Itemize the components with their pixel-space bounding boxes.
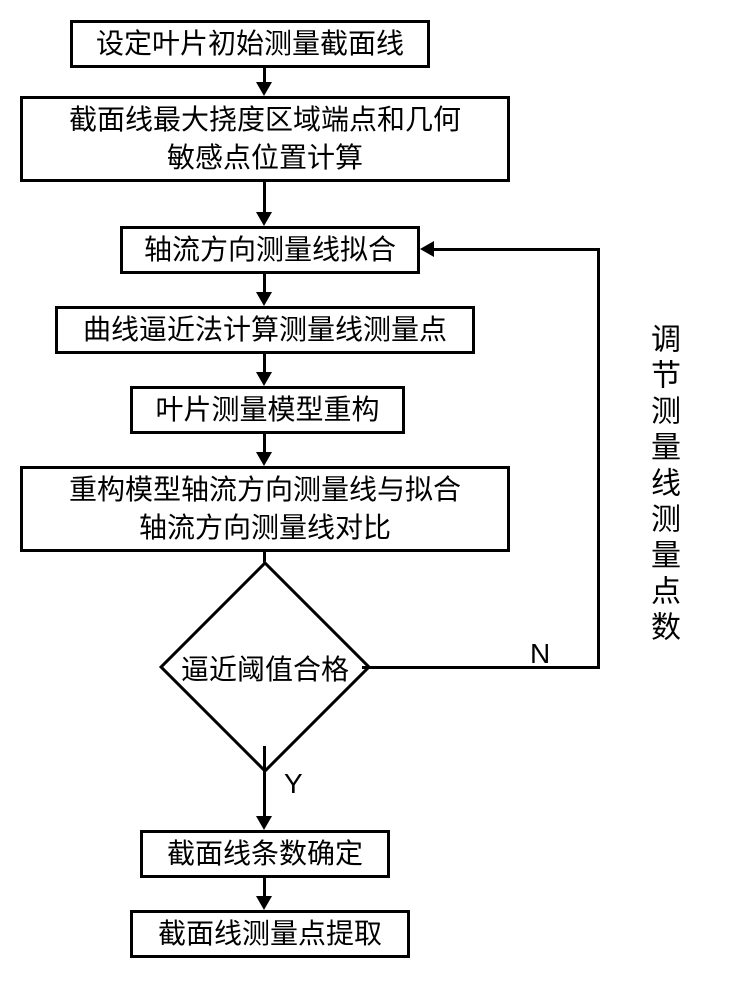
- node-compare-lines: 重构模型轴流方向测量线与拟合 轴流方向测量线对比: [20, 466, 510, 552]
- side-vertical-text: 调节测量线测量点数: [640, 230, 684, 740]
- node-text: 轴流方向测量线拟合: [144, 231, 396, 269]
- arrow-head: [256, 816, 272, 830]
- arrow-head: [256, 212, 272, 226]
- arrow: [263, 274, 266, 294]
- node-initial-section-line: 设定叶片初始测量截面线: [70, 20, 430, 68]
- label-text: Y: [284, 768, 303, 799]
- node-max-deflection-calc: 截面线最大挠度区域端点和几何 敏感点位置计算: [20, 96, 510, 182]
- arrow-head: [256, 82, 272, 96]
- node-text: 逼近阈值合格: [181, 648, 349, 688]
- arrow: [263, 434, 266, 454]
- feedback-arrow-head: [420, 241, 434, 257]
- node-blade-model-reconstruct: 叶片测量模型重构: [130, 386, 405, 434]
- node-curve-approx: 曲线逼近法计算测量线测量点: [55, 306, 475, 354]
- arrow: [263, 878, 266, 898]
- arrow-head: [256, 452, 272, 466]
- node-text: 截面线条数确定: [167, 835, 363, 873]
- node-text: 重构模型轴流方向测量线与拟合 轴流方向测量线对比: [69, 471, 461, 547]
- node-text: 设定叶片初始测量截面线: [96, 25, 404, 63]
- arrow: [263, 354, 266, 374]
- arrow-head: [256, 292, 272, 306]
- node-section-count-determine: 截面线条数确定: [140, 830, 390, 878]
- arrow-head: [256, 896, 272, 910]
- yes-label: Y: [284, 768, 303, 800]
- node-text: 曲线逼近法计算测量线测量点: [83, 311, 447, 349]
- node-text: 叶片测量模型重构: [155, 391, 379, 429]
- node-axial-line-fit: 轴流方向测量线拟合: [120, 226, 420, 274]
- decision-threshold-label: 逼近阈值合格: [135, 648, 395, 688]
- node-text: 截面线最大挠度区域端点和几何 敏感点位置计算: [69, 101, 461, 177]
- arrow: [263, 746, 266, 818]
- node-text: 截面线测量点提取: [158, 915, 382, 953]
- arrow-head: [256, 372, 272, 386]
- arrow: [263, 182, 266, 214]
- side-text: 调节测量线测量点数: [640, 323, 684, 647]
- feedback-line-h1: [362, 666, 600, 669]
- feedback-line-h2: [434, 248, 600, 251]
- feedback-line-v: [597, 248, 600, 669]
- node-section-point-extract: 截面线测量点提取: [130, 910, 410, 958]
- label-text: N: [530, 638, 550, 669]
